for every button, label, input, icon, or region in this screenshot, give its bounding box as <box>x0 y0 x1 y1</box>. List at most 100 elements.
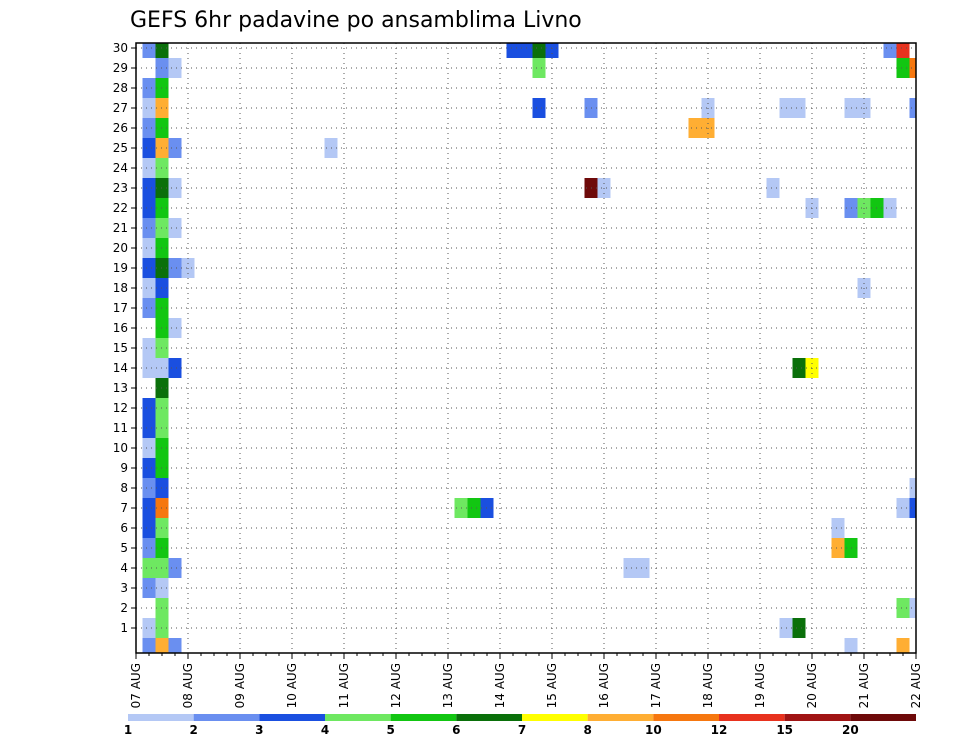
precip-cell <box>532 98 546 118</box>
precip-cell <box>142 158 156 178</box>
y-tick-label: 25 <box>113 141 128 155</box>
x-tick-label: 09 AUG <box>233 663 247 708</box>
precip-cell <box>142 618 156 638</box>
precip-cell <box>155 43 169 58</box>
colorbar-label: 20 <box>842 723 859 737</box>
precip-cell <box>909 58 916 78</box>
y-tick-label: 28 <box>113 81 128 95</box>
precip-cell <box>168 138 182 158</box>
precip-cell <box>142 498 156 518</box>
colorbar-swatch <box>653 714 719 721</box>
precip-cell <box>909 498 916 518</box>
y-tick-label: 19 <box>113 261 128 275</box>
y-axis-ticks: 1234567891011121314151617181920212223242… <box>113 41 136 635</box>
colorbar-label: 3 <box>255 723 263 737</box>
precip-cell <box>142 638 156 653</box>
colorbar-label: 15 <box>776 723 793 737</box>
precip-cell <box>168 558 182 578</box>
x-tick-label: 21 AUG <box>857 663 871 708</box>
colorbar-label: 8 <box>583 723 591 737</box>
x-tick-label: 14 AUG <box>493 663 507 708</box>
colorbar-swatch <box>522 714 588 721</box>
y-tick-label: 18 <box>113 281 128 295</box>
precip-cell <box>883 43 897 58</box>
colorbar-label: 6 <box>452 723 460 737</box>
x-tick-label: 20 AUG <box>805 663 819 708</box>
y-tick-label: 22 <box>113 201 128 215</box>
precip-cell <box>688 118 702 138</box>
precip-cell <box>142 43 156 58</box>
precip-cell <box>142 518 156 538</box>
precip-cell <box>909 598 916 618</box>
precip-cell <box>142 338 156 358</box>
x-tick-label: 19 AUG <box>753 663 767 708</box>
y-tick-label: 15 <box>113 341 128 355</box>
y-tick-label: 29 <box>113 61 128 75</box>
precip-cell <box>168 218 182 238</box>
heatmap-cells <box>142 43 916 653</box>
precip-cell <box>168 258 182 278</box>
y-tick-label: 17 <box>113 301 128 315</box>
y-tick-label: 3 <box>120 581 128 595</box>
x-tick-label: 07 AUG <box>129 663 143 708</box>
precip-cell <box>142 218 156 238</box>
precip-cell <box>142 278 156 298</box>
y-tick-label: 27 <box>113 101 128 115</box>
colorbar: 1 2 3 4 5 6 7 8 10 12 15 20 <box>124 714 916 737</box>
colorbar-swatch <box>456 714 522 721</box>
precip-cell <box>896 598 910 618</box>
precip-cell <box>142 258 156 278</box>
precip-cell <box>142 118 156 138</box>
precip-cell <box>142 438 156 458</box>
x-tick-label: 13 AUG <box>441 663 455 708</box>
precip-cell <box>142 478 156 498</box>
y-tick-label: 7 <box>120 501 128 515</box>
precip-cell <box>142 358 156 378</box>
x-tick-label: 18 AUG <box>701 663 715 708</box>
colorbar-swatch <box>128 714 194 721</box>
x-tick-label: 15 AUG <box>545 663 559 708</box>
y-tick-label: 23 <box>113 181 128 195</box>
colorbar-swatch <box>850 714 916 721</box>
x-tick-label: 08 AUG <box>181 663 195 708</box>
precip-cell <box>909 98 916 118</box>
colorbar-label: 12 <box>711 723 728 737</box>
precip-cell <box>636 558 650 578</box>
precip-cell <box>142 98 156 118</box>
x-tick-label: 10 AUG <box>285 663 299 708</box>
y-tick-label: 21 <box>113 221 128 235</box>
y-tick-label: 1 <box>120 621 128 635</box>
chart-title: GEFS 6hr padavine po ansamblima Livno <box>130 8 582 33</box>
y-tick-label: 20 <box>113 241 128 255</box>
colorbar-label: 2 <box>189 723 197 737</box>
precip-cell <box>532 58 546 78</box>
precip-cell <box>142 78 156 98</box>
precip-cell <box>909 478 916 498</box>
x-tick-label: 17 AUG <box>649 663 663 708</box>
x-tick-label: 16 AUG <box>597 663 611 708</box>
precip-cell <box>844 638 858 653</box>
y-tick-label: 14 <box>113 361 128 375</box>
precip-cell <box>142 538 156 558</box>
colorbar-swatch <box>719 714 785 721</box>
colorbar-label: 1 <box>124 723 132 737</box>
y-tick-label: 6 <box>120 521 128 535</box>
x-tick-label: 22 AUG <box>909 663 923 708</box>
colorbar-label: 4 <box>321 723 329 737</box>
y-tick-label: 11 <box>113 421 128 435</box>
y-tick-label: 10 <box>113 441 128 455</box>
precip-cell <box>545 43 559 58</box>
precip-cell <box>142 138 156 158</box>
precip-cell <box>792 98 806 118</box>
precip-cell <box>142 418 156 438</box>
precip-cell <box>792 618 806 638</box>
precip-cell <box>792 358 806 378</box>
colorbar-label: 7 <box>518 723 526 737</box>
y-tick-label: 24 <box>113 161 128 175</box>
precip-cell <box>896 638 910 653</box>
precip-cell <box>506 43 520 58</box>
precip-cell <box>831 518 845 538</box>
precip-cell <box>896 58 910 78</box>
y-tick-label: 13 <box>113 381 128 395</box>
